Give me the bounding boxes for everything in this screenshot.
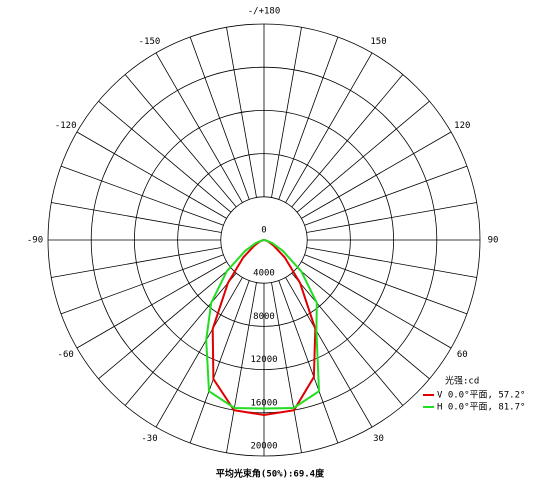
r-tick-label: 0 bbox=[261, 226, 266, 236]
legend-label: V 0.0°平面, 57.2° bbox=[437, 390, 525, 401]
ring bbox=[90, 66, 438, 414]
r-tick-label: 12000 bbox=[250, 355, 277, 365]
series-line bbox=[211, 239, 317, 417]
ring bbox=[220, 196, 308, 284]
ring bbox=[47, 23, 481, 457]
angle-label: -120 bbox=[55, 121, 77, 131]
angle-label: -/+180 bbox=[248, 7, 281, 17]
legend-title: 光强:cd bbox=[445, 375, 479, 387]
angle-label: 150 bbox=[370, 37, 386, 47]
angle-label: -90 bbox=[27, 236, 43, 246]
r-tick-label: 4000 bbox=[253, 269, 275, 279]
ring bbox=[177, 153, 351, 327]
angle-label: 30 bbox=[373, 434, 384, 444]
r-tick-label: 16000 bbox=[250, 398, 277, 408]
angle-label: -60 bbox=[58, 350, 74, 360]
note: 平均光束角(50%):69.4度 bbox=[216, 468, 325, 480]
r-tick-label: 20000 bbox=[250, 442, 277, 452]
series-line bbox=[205, 239, 321, 410]
r-tick-label: 8000 bbox=[253, 312, 275, 322]
legend-label: H 0.0°平面, 81.7° bbox=[437, 402, 525, 413]
angle-label: 60 bbox=[457, 350, 468, 360]
angle-label: -30 bbox=[141, 434, 157, 444]
angle-label: -150 bbox=[139, 37, 161, 47]
ring bbox=[133, 109, 395, 371]
angle-label: 90 bbox=[488, 236, 499, 246]
angle-label: 120 bbox=[454, 121, 470, 131]
